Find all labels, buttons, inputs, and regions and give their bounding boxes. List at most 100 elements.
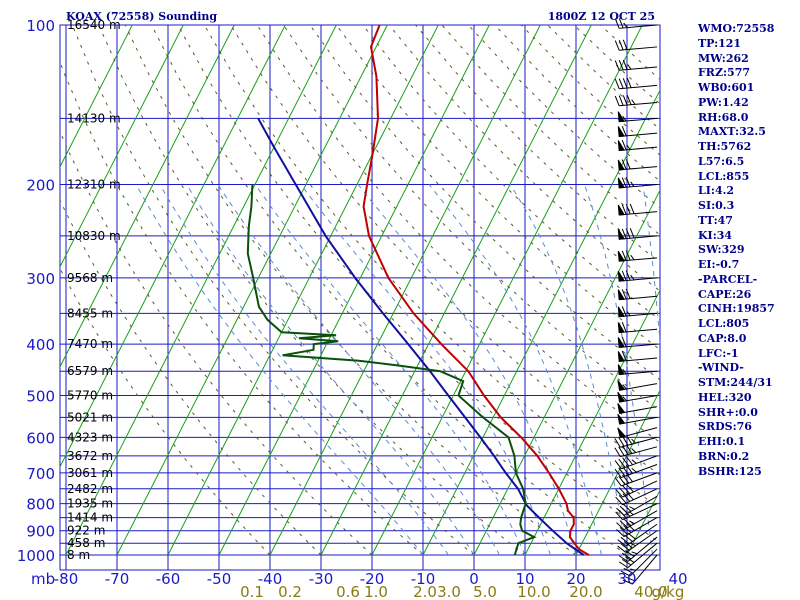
wind-barb-feather xyxy=(614,477,622,487)
isotherm-line xyxy=(422,89,660,556)
wind-barb-feather xyxy=(614,460,622,470)
temperature-tick-label: 20 xyxy=(566,570,585,588)
wind-barb-feather xyxy=(618,555,629,562)
wind-barb-feather xyxy=(621,177,627,188)
height-label: 7470 m xyxy=(67,337,113,351)
moist-adiabat xyxy=(428,184,602,556)
moist-adiabat xyxy=(135,184,424,556)
wind-barb-pennant xyxy=(617,322,625,334)
wind-barb-feather xyxy=(630,254,635,261)
wind-barb-staff xyxy=(625,530,658,553)
index-entry: FRZ:577 xyxy=(698,66,751,80)
wind-barb-feather xyxy=(626,94,632,105)
wind-barb-staff xyxy=(620,427,658,438)
height-label: 9568 m xyxy=(67,271,113,285)
wind-barb xyxy=(617,350,658,362)
temperature-tick-label: -30 xyxy=(309,570,334,588)
wind-barb-pennant xyxy=(617,111,625,123)
wind-barb-feather xyxy=(621,350,627,361)
index-entry: SW:329 xyxy=(698,243,745,257)
index-entry: TP:121 xyxy=(698,36,742,50)
height-label: 1935 m xyxy=(67,497,113,511)
wind-barb-feather xyxy=(622,445,629,455)
pressure-label: 700 xyxy=(26,465,55,483)
height-label: 5770 m xyxy=(67,388,113,402)
wind-barb-feather xyxy=(622,436,629,446)
wind-barb-feather xyxy=(618,437,625,447)
wind-barb-feather xyxy=(616,522,625,531)
isobar-grid xyxy=(59,24,661,571)
wind-barb-feather xyxy=(625,159,631,170)
wind-barb xyxy=(614,455,658,470)
wind-barb-staff xyxy=(619,295,658,301)
dry-adiabat xyxy=(415,25,660,264)
wind-barb-pennant xyxy=(617,177,625,189)
wind-barb-feather xyxy=(626,77,632,88)
temperature-tick-label: -50 xyxy=(207,570,232,588)
isotherm-line xyxy=(320,25,592,556)
dry-adiabat xyxy=(71,25,475,556)
wind-barb-pennant xyxy=(617,204,625,216)
dewpoint-trace xyxy=(246,184,537,556)
wind-barb-staff xyxy=(619,416,658,425)
index-entry: MW:262 xyxy=(698,51,749,65)
wind-barb xyxy=(617,322,658,334)
wind-barb-feather xyxy=(626,310,631,317)
wind-barb-feather xyxy=(614,438,621,448)
height-label: 3061 m xyxy=(67,466,113,480)
wind-barb-feather xyxy=(621,139,627,151)
height-label: 10830 m xyxy=(67,229,121,243)
pressure-label: 400 xyxy=(26,336,55,354)
wind-barbs xyxy=(614,18,658,585)
index-entry: HEL:320 xyxy=(698,390,752,404)
wind-barb-feather xyxy=(630,568,636,571)
mixing-ratio-label: 0.2 xyxy=(278,583,302,600)
wind-barb-feather xyxy=(625,228,631,239)
index-entry: TH:5762 xyxy=(698,140,752,153)
wind-barb-feather xyxy=(621,552,632,560)
moist-adiabat xyxy=(217,184,500,556)
wind-barb-staff xyxy=(627,536,658,562)
wind-barb-staff xyxy=(619,146,658,151)
wind-barb xyxy=(614,18,658,29)
wind-barb-feather xyxy=(618,95,624,106)
temperature-tick-label: -60 xyxy=(156,570,181,588)
wind-barb-staff xyxy=(619,211,658,216)
wind-barb-feather xyxy=(620,543,630,551)
wind-barb-feather xyxy=(614,40,620,51)
wind-barb-feather xyxy=(621,250,627,261)
wind-barb-feather xyxy=(620,536,630,545)
pressure-label: 1000 xyxy=(17,547,55,565)
wind-barb-feather xyxy=(616,529,625,537)
isotherm-line xyxy=(473,189,660,556)
wind-barb xyxy=(617,380,658,391)
wind-barb-staff xyxy=(622,480,658,498)
wind-barb-feather xyxy=(614,447,621,457)
height-label: 8455 m xyxy=(67,306,113,320)
wind-barb-staff xyxy=(619,257,658,262)
wind-barb-feather xyxy=(623,518,632,527)
index-entry: -PARCEL- xyxy=(698,272,758,286)
wind-barb-pennant xyxy=(617,306,625,318)
index-entry: LI:4.2 xyxy=(698,184,735,198)
wind-barb-feather xyxy=(618,487,627,496)
height-label: 4323 m xyxy=(67,430,113,444)
index-entry: CAPE:26 xyxy=(698,287,752,301)
wind-barb xyxy=(614,94,658,107)
wind-barb-feather xyxy=(618,467,626,477)
wind-barb-feather xyxy=(622,95,628,106)
wind-barb-feather xyxy=(621,126,627,137)
mixing-ratio-label: 40.0 xyxy=(634,583,667,600)
chart-time: 1800Z 12 OCT 25 xyxy=(548,10,655,23)
dry-adiabat xyxy=(177,25,660,544)
wind-barb-feather xyxy=(618,446,625,456)
dry-adiabat xyxy=(98,25,526,556)
moist-adiabat xyxy=(642,184,660,347)
wind-barb xyxy=(617,270,658,282)
wind-barb-staff xyxy=(619,406,658,414)
wind-barb xyxy=(617,139,658,151)
wind-barb-feather xyxy=(622,384,627,390)
wind-barb-feather xyxy=(623,525,632,533)
wind-barb-feather xyxy=(629,203,635,214)
